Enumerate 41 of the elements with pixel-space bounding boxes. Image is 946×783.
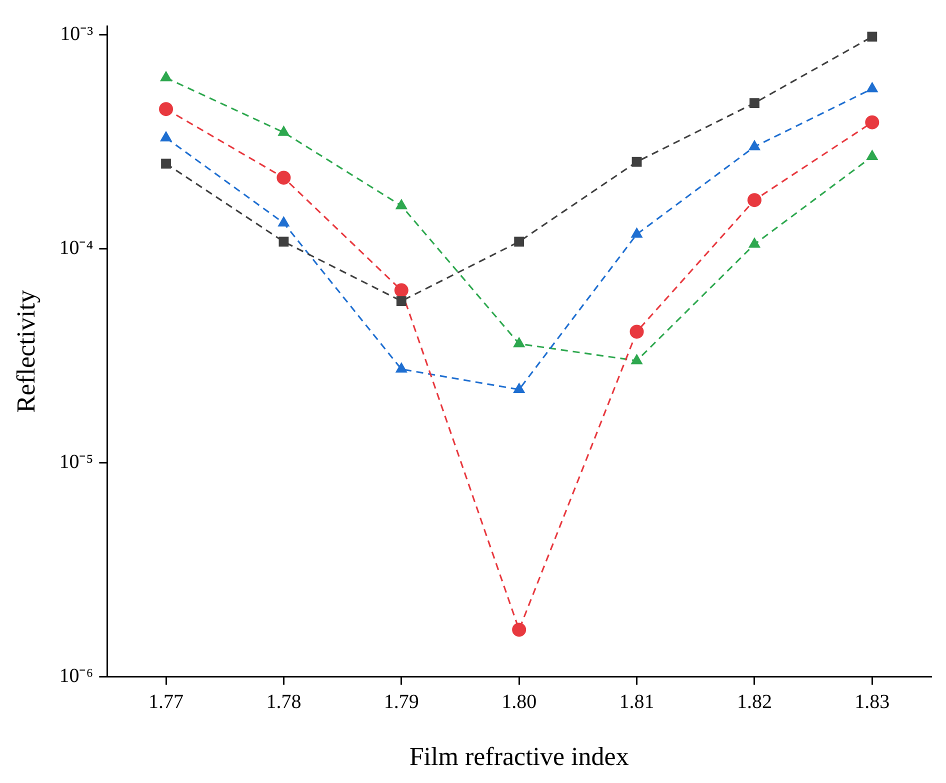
y-axis-title: Reflectivity [11, 290, 40, 413]
point [750, 98, 760, 108]
x-tick-label: 1.77 [148, 691, 184, 714]
point [867, 32, 878, 42]
point [866, 150, 878, 160]
point [630, 227, 643, 238]
point [278, 125, 290, 136]
y-tick-label: 10⁻⁵ [59, 451, 94, 474]
point [865, 115, 880, 130]
point [160, 130, 172, 142]
point [159, 102, 174, 116]
point [747, 193, 762, 208]
point [630, 324, 644, 339]
x-tick-label: 1.80 [502, 691, 537, 714]
y-tick-label: 10⁻⁴ [59, 237, 94, 260]
x-tick-label: 1.78 [266, 691, 302, 714]
point [394, 283, 408, 298]
point [395, 362, 408, 373]
point [748, 140, 761, 150]
point [513, 336, 526, 348]
point [161, 158, 171, 169]
y-tick-label: 10⁻³ [60, 23, 94, 46]
point [748, 237, 761, 248]
point [160, 70, 172, 82]
x-tick-label: 1.81 [619, 691, 654, 714]
point [514, 236, 524, 247]
point [513, 382, 526, 394]
x-tick-label: 1.83 [854, 691, 890, 714]
point [278, 236, 289, 247]
point [632, 156, 642, 167]
point [866, 82, 878, 92]
y-tick-label: 10⁻⁶ [59, 665, 94, 688]
point [395, 198, 408, 210]
point [512, 622, 526, 637]
x-axis-title: Film refractive index [409, 742, 629, 772]
point [276, 170, 291, 185]
x-tick-label: 1.82 [736, 691, 772, 714]
x-tick-label: 1.79 [384, 691, 419, 714]
point [278, 216, 290, 227]
point [630, 354, 643, 364]
point [396, 296, 406, 306]
